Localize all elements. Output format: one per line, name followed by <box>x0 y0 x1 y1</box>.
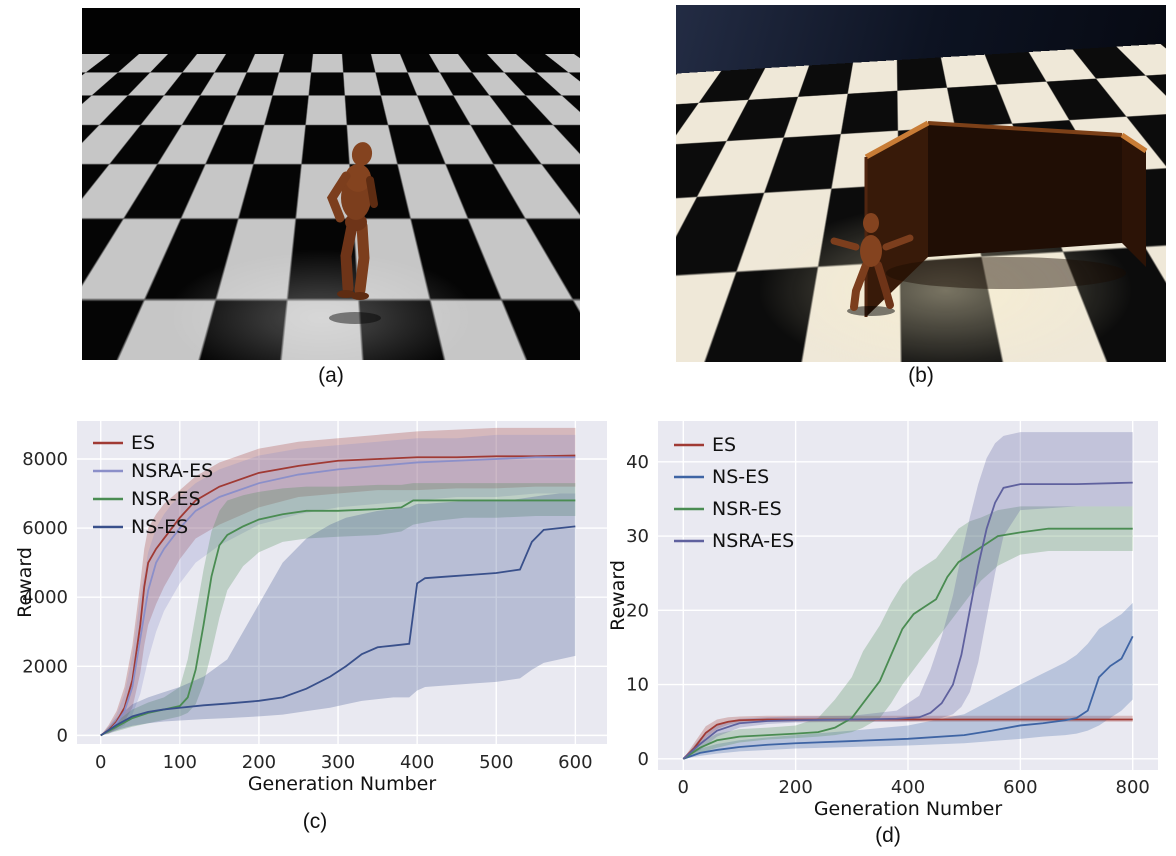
trap-walls <box>864 120 1148 317</box>
leg-right <box>874 261 894 309</box>
confidence-band-NS-ES <box>100 493 576 736</box>
arm-left <box>326 171 351 223</box>
figure-shadow <box>847 306 895 316</box>
y-tick-label: 40 <box>626 452 649 473</box>
chart-humanoid-trap: 0 200 400 600 800 0 10 20 30 40 Generation Number R… <box>608 421 1158 820</box>
arm-right <box>366 176 378 208</box>
x-tick-label: 800 <box>1116 777 1150 798</box>
figure-shadow <box>329 312 381 324</box>
wall-ground-shadow <box>886 257 1126 289</box>
x-axis-label: Generation Number <box>814 798 1003 820</box>
y-tick-label: 0 <box>638 749 649 770</box>
leg-right <box>354 220 370 296</box>
wall-back <box>928 123 1122 257</box>
confidence-band-NSRA-ES <box>100 434 576 736</box>
render-humanoid-trap <box>676 5 1166 362</box>
y-tick-label: 4000 <box>22 587 68 608</box>
x-tick-label: 400 <box>891 777 925 798</box>
x-tick-label: 600 <box>1003 777 1037 798</box>
x-tick-label: 200 <box>778 777 812 798</box>
x-tick-label: 200 <box>242 752 276 773</box>
legend-label-NSR-ES: NSR-ES <box>131 488 201 510</box>
legend-label-NSR-ES: NSR-ES <box>712 498 782 520</box>
caption-a: (a) <box>318 364 344 387</box>
y-axis-label: Reward <box>608 560 629 631</box>
caption-b: (b) <box>908 364 934 387</box>
y-tick-label: 2000 <box>22 656 68 677</box>
y-tick-label: 6000 <box>22 518 68 539</box>
legend-label-ES: ES <box>131 432 155 454</box>
arm-left <box>830 237 860 251</box>
torso <box>860 235 882 267</box>
y-tick-label: 8000 <box>22 449 68 470</box>
chart-humanoid-locomotion: 0 100 200 300 400 500 60002000400060008000Gene… <box>15 421 607 795</box>
x-tick-label: 600 <box>558 752 592 773</box>
wall-back-top-rail <box>927 121 1123 137</box>
series-line-NS-ES <box>682 635 1134 760</box>
legend-label-NSRA-ES: NSRA-ES <box>712 530 794 552</box>
caption-c: (c) <box>302 810 328 833</box>
leg-left <box>340 220 358 294</box>
legend-label-ES: ES <box>712 434 736 456</box>
series-line-ES <box>100 454 576 737</box>
legend-label-NS-ES: NS-ES <box>131 516 188 538</box>
legend-label-NS-ES: NS-ES <box>712 466 769 488</box>
head <box>863 213 879 233</box>
plot-background <box>77 421 607 744</box>
legend-label-NSRA-ES: NSRA-ES <box>131 460 213 482</box>
x-tick-label: 0 <box>95 752 106 773</box>
y-tick-label: 30 <box>626 526 649 547</box>
confidence-band-NSR-ES <box>683 506 1133 759</box>
foot-right <box>351 292 369 300</box>
series-line-NSR-ES <box>682 527 1133 760</box>
render-humanoid-plain <box>82 8 580 360</box>
x-tick-label: 100 <box>163 752 197 773</box>
caption-d: (d) <box>875 824 901 847</box>
humanoid-figure <box>830 213 914 316</box>
leg-left <box>850 261 870 311</box>
head <box>351 142 373 166</box>
y-tick-label: 10 <box>626 675 649 696</box>
arm-right <box>882 234 914 251</box>
foot-left <box>337 290 355 298</box>
series-line-NS-ES <box>100 525 576 737</box>
wall-right-top-rail <box>1120 132 1148 154</box>
y-tick-label: 0 <box>57 725 68 746</box>
wall-left-top-rail <box>864 120 930 160</box>
y-tick-label: 20 <box>626 600 649 621</box>
humanoid-figure <box>326 142 381 324</box>
x-tick-label: 400 <box>400 752 434 773</box>
series-line-NSRA-ES <box>682 481 1133 760</box>
x-tick-label: 300 <box>321 752 355 773</box>
series-line-ES <box>682 718 1133 760</box>
confidence-band-ES <box>100 427 576 736</box>
wall-right <box>1122 135 1146 267</box>
x-tick-label: 0 <box>678 777 689 798</box>
y-axis-label: Reward <box>15 547 36 618</box>
sky-background <box>82 8 580 360</box>
x-tick-label: 500 <box>479 752 513 773</box>
series-line-NSRA-ES <box>100 456 576 737</box>
chest <box>345 164 371 192</box>
x-axis-label: Generation Number <box>248 773 437 795</box>
